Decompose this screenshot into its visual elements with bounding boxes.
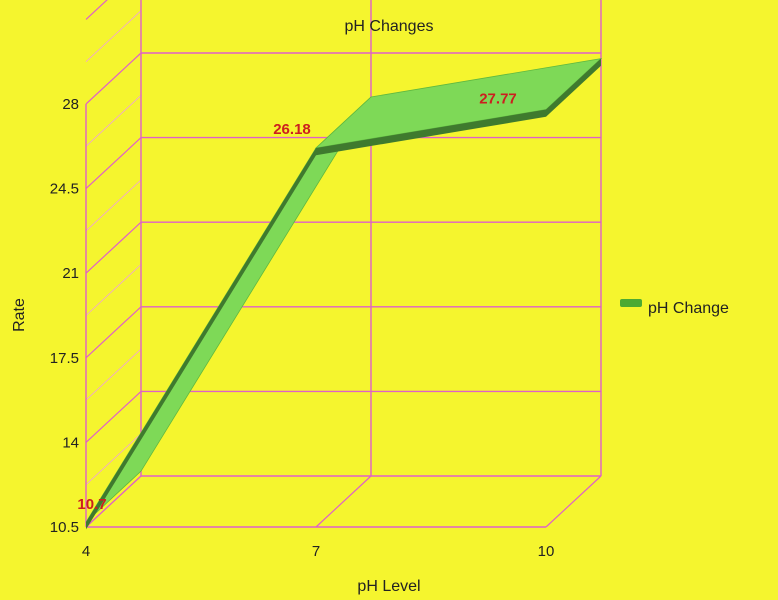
legend-swatch: [620, 299, 642, 307]
grid-line-minor-4: [85, 95, 142, 147]
x-tick-label-0: 4: [82, 543, 90, 560]
grid-line-minor-0: [85, 433, 142, 485]
grid-floor-2: [545, 475, 602, 528]
y-axis-label: Rate: [11, 298, 28, 332]
grid-line-minor-2: [85, 264, 142, 316]
data-labels: 10.7 26.18 27.77: [77, 91, 516, 514]
y-tick-label-5: 28: [62, 96, 79, 113]
y-tick-label-0: 10.5: [50, 519, 79, 536]
series-pH-change: [85, 57, 603, 530]
grid-line-minor-5: [85, 10, 142, 62]
data-label-0: 10.7: [77, 496, 106, 513]
x-tick-label-2: 10: [538, 543, 555, 560]
grid-line-side-6: [85, 0, 108, 20]
grid-floor-0: [85, 475, 142, 528]
series-end-cap: [546, 58, 601, 117]
grid-line-minor-1: [85, 348, 142, 401]
grid-line-side-1: [85, 390, 142, 443]
grid-line-minor-3: [85, 179, 142, 232]
grid-line-side-2: [85, 306, 142, 359]
series-front-face-1: [316, 109, 546, 156]
y-tick-label-1: 14: [62, 434, 79, 451]
grid-line-side-3: [85, 221, 142, 274]
data-label-1: 26.18: [273, 121, 311, 138]
y-tick-label-4: 24.5: [50, 181, 79, 198]
x-axis-label: pH Level: [357, 578, 420, 595]
chart-title: pH Changes: [345, 18, 434, 35]
grid-line-side-4: [85, 137, 142, 190]
y-tick-label-2: 17.5: [50, 350, 79, 367]
legend-label: pH Change: [648, 300, 729, 317]
x-tick-label-1: 7: [312, 543, 320, 560]
legend: pH Change: [620, 299, 729, 317]
series-front-face-0: [86, 147, 316, 530]
axes: 10.5 14 17.5 21 24.5 28 4 7 10: [50, 96, 555, 560]
grid-floor-1: [315, 475, 372, 528]
grid: [85, 0, 602, 528]
grid-line-side-5: [85, 52, 142, 105]
y-tick-label-3: 21: [62, 265, 79, 282]
data-label-2: 27.77: [479, 91, 517, 108]
